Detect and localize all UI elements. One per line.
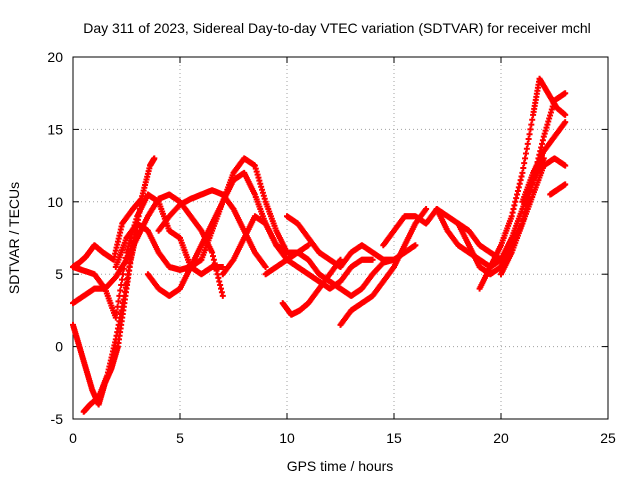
x-tick-label: 10: [279, 430, 295, 446]
data-point: [562, 162, 569, 169]
x-tick-label: 25: [600, 430, 616, 446]
data-point: [219, 292, 226, 299]
data-point: [562, 119, 569, 126]
data-point: [118, 282, 125, 289]
data-point: [562, 181, 569, 188]
y-tick-label: 0: [55, 339, 63, 355]
data-point: [115, 298, 122, 305]
x-tick-label: 5: [176, 430, 184, 446]
data-point: [423, 206, 430, 213]
series-track-1: [70, 155, 158, 270]
y-tick-label: 10: [47, 194, 63, 210]
data-point: [119, 276, 126, 283]
x-tick-label: 15: [386, 430, 402, 446]
data-point: [562, 90, 569, 97]
y-tick-label: 15: [47, 121, 63, 137]
x-axis-label: GPS time / hours: [287, 458, 394, 474]
y-axis-label: SDTVAR / TECUs: [6, 182, 22, 294]
series-track-7: [144, 169, 312, 299]
data-point: [138, 198, 145, 205]
series-track-18: [498, 90, 569, 278]
data-point: [562, 111, 569, 118]
data-marks: [70, 75, 569, 415]
series-track-17: [476, 75, 569, 292]
y-tick-label: -5: [51, 411, 64, 427]
plot-frame: [72, 56, 609, 420]
data-point: [117, 287, 124, 294]
series-track-12: [279, 256, 344, 318]
series-track-6: [112, 155, 290, 273]
data-point: [412, 242, 419, 249]
x-tick-label: 20: [493, 430, 509, 446]
data-point: [305, 242, 312, 249]
series-track-20: [547, 181, 569, 198]
data-point: [262, 263, 269, 270]
data-point: [219, 263, 226, 270]
data-point: [151, 155, 158, 162]
y-tick-label: 20: [47, 49, 63, 65]
y-tick-label: 5: [55, 266, 63, 282]
series-track-8: [155, 187, 269, 270]
axis-ticks: 0 5 10 15 20 25 -5 0 5 10 15 20: [47, 49, 616, 446]
chart-title: Day 311 of 2023, Sidereal Day-to-day VTE…: [83, 20, 591, 36]
data-point: [113, 309, 120, 316]
x-tick-label: 0: [69, 430, 77, 446]
series-track-19: [519, 119, 569, 205]
data-point: [369, 256, 376, 263]
data-point: [337, 256, 344, 263]
